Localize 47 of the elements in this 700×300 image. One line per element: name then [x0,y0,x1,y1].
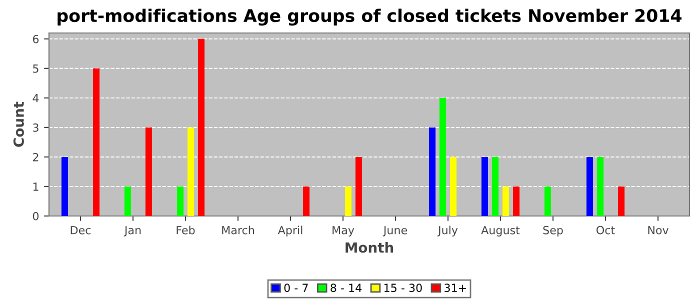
x-tick-label: April [278,226,302,236]
bar [302,186,310,216]
x-tick-label: Nov [648,226,669,234]
x-tick-label: Jan [124,226,141,236]
y-tick-label: 1 [33,182,38,191]
x-tick-label: Dec [70,226,91,234]
legend-label: 0 - 7 [284,284,308,292]
bar [586,156,594,216]
x-tick-label: July [437,226,458,236]
x-tick-label: Oct [596,226,615,234]
x-tick-label: May [332,226,354,236]
bar [481,156,488,216]
bar [344,186,352,216]
bar [450,156,457,216]
x-tick-label: Sep [543,226,563,236]
bar [618,186,625,216]
bar [512,186,520,216]
y-tick-label: 0 [32,212,39,220]
bar [198,38,205,216]
legend-label: 31+ [444,284,466,292]
bar [428,127,436,216]
bar [187,127,194,216]
y-tick-label: 2 [33,152,38,162]
y-tick-label: 6 [32,34,39,44]
y-tick-label: 5 [33,64,38,73]
chart-title: port-modifications Age groups of closed tickets November 2014 [58,8,682,26]
bar [596,156,604,216]
bar [145,127,152,216]
bar [61,156,68,216]
x-tick-label: August [481,226,520,236]
bar [439,98,446,216]
bar [492,156,499,216]
x-tick-label: Feb [176,226,195,234]
y-axis-title: Count [13,102,24,147]
bar [502,186,510,216]
x-tick-label: June [382,226,408,236]
bar [544,186,552,216]
y-tick-label: 3 [33,123,38,132]
legend-label: 15 - 30 [384,284,422,292]
bar [355,156,362,216]
legend-label: 8 - 14 [330,284,362,292]
x-axis-title: Month [346,242,394,253]
bar [176,186,184,216]
y-tick-label: 4 [32,94,39,102]
x-tick-label: March [222,226,254,234]
bar [92,68,100,216]
bar [124,186,132,216]
